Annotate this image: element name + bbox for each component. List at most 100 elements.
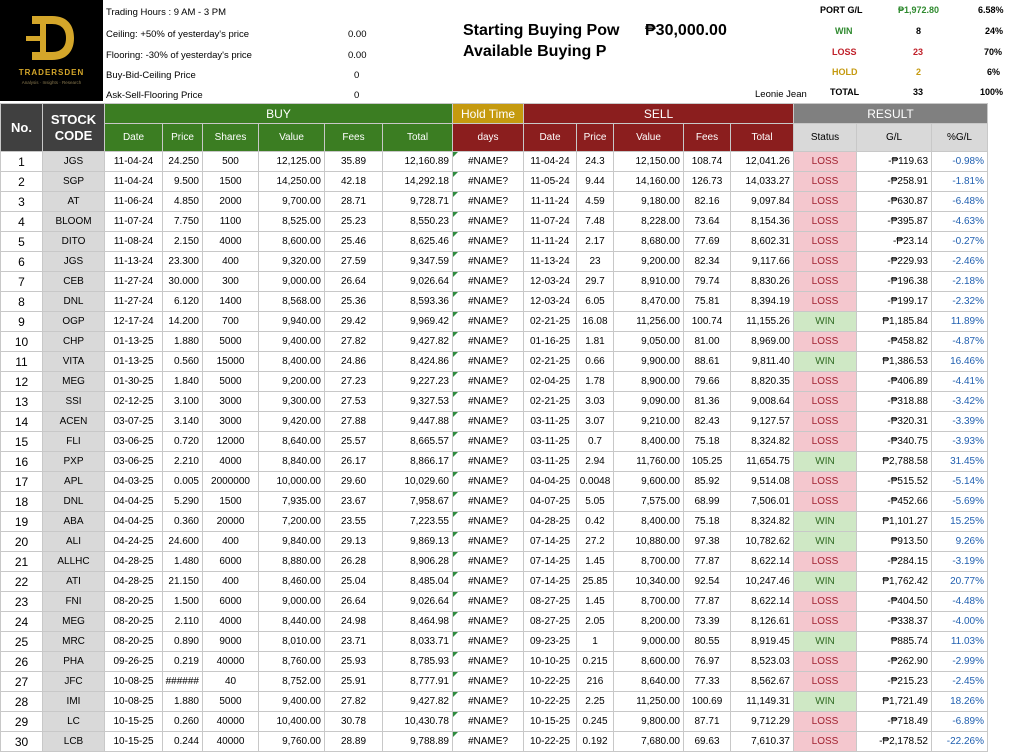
buy-fees[interactable]: 26.28 xyxy=(324,551,383,572)
buy-date[interactable]: 08-20-25 xyxy=(104,611,163,632)
gl-value[interactable]: -₱262.90 xyxy=(856,651,932,672)
buy-price[interactable]: 9.500 xyxy=(162,171,203,192)
sell-date[interactable]: 07-14-25 xyxy=(523,531,577,552)
status-badge[interactable]: WIN xyxy=(793,631,857,652)
sell-total[interactable]: 8,324.82 xyxy=(730,431,794,452)
pct-gl-value[interactable]: -3.42% xyxy=(931,391,988,412)
stock-code[interactable]: JFC xyxy=(42,671,105,692)
buy-shares[interactable]: 6000 xyxy=(202,551,259,572)
hold-days[interactable]: #NAME? xyxy=(452,471,524,492)
stock-code[interactable]: MRC xyxy=(42,631,105,652)
sell-price[interactable]: 0.215 xyxy=(576,651,614,672)
status-badge[interactable]: LOSS xyxy=(793,491,857,512)
pct-gl-value[interactable]: -5.69% xyxy=(931,491,988,512)
buy-total[interactable]: 8,777.91 xyxy=(382,671,453,692)
row-number[interactable]: 28 xyxy=(0,691,43,712)
buy-date[interactable]: 11-08-24 xyxy=(104,231,163,252)
sell-date[interactable]: 08-27-25 xyxy=(523,611,577,632)
buy-shares[interactable]: 40000 xyxy=(202,711,259,732)
buy-date[interactable]: 09-26-25 xyxy=(104,651,163,672)
buy-shares[interactable]: 9000 xyxy=(202,631,259,652)
sell-date[interactable]: 09-23-25 xyxy=(523,631,577,652)
sell-fees[interactable]: 75.81 xyxy=(683,291,731,312)
sell-price[interactable]: 24.3 xyxy=(576,151,614,172)
buy-shares[interactable]: 1400 xyxy=(202,291,259,312)
buy-total[interactable]: 7,223.55 xyxy=(382,511,453,532)
hold-days[interactable]: #NAME? xyxy=(452,171,524,192)
buy-date[interactable]: 11-04-24 xyxy=(104,151,163,172)
buy-fees[interactable]: 24.86 xyxy=(324,351,383,372)
sell-total[interactable]: 8,126.61 xyxy=(730,611,794,632)
sell-date[interactable]: 12-03-24 xyxy=(523,271,577,292)
sell-value[interactable]: 8,900.00 xyxy=(613,371,684,392)
buy-price[interactable]: 4.850 xyxy=(162,191,203,212)
buy-total[interactable]: 8,906.28 xyxy=(382,551,453,572)
buy-date[interactable]: 04-03-25 xyxy=(104,471,163,492)
row-number[interactable]: 24 xyxy=(0,611,43,632)
sell-fees[interactable]: 81.00 xyxy=(683,331,731,352)
status-badge[interactable]: WIN xyxy=(793,531,857,552)
gl-value[interactable]: -₱515.52 xyxy=(856,471,932,492)
buy-fees[interactable]: 27.59 xyxy=(324,251,383,272)
stock-code[interactable]: DITO xyxy=(42,231,105,252)
pct-gl-value[interactable]: 9.26% xyxy=(931,531,988,552)
buy-value[interactable]: 8,010.00 xyxy=(258,631,325,652)
row-number[interactable]: 27 xyxy=(0,671,43,692)
status-badge[interactable]: LOSS xyxy=(793,191,857,212)
buy-shares[interactable]: 2000 xyxy=(202,191,259,212)
sell-value[interactable]: 9,050.00 xyxy=(613,331,684,352)
pct-gl-value[interactable]: -2.46% xyxy=(931,251,988,272)
sell-date[interactable]: 03-11-25 xyxy=(523,451,577,472)
hold-days[interactable]: #NAME? xyxy=(452,611,524,632)
buy-total[interactable]: 8,866.17 xyxy=(382,451,453,472)
gl-value[interactable]: -₱284.15 xyxy=(856,551,932,572)
hold-days[interactable]: #NAME? xyxy=(452,291,524,312)
buy-price[interactable]: 0.720 xyxy=(162,431,203,452)
stock-code[interactable]: PHA xyxy=(42,651,105,672)
buy-date[interactable]: 11-04-24 xyxy=(104,171,163,192)
gl-value[interactable]: -₱320.31 xyxy=(856,411,932,432)
sell-value[interactable]: 8,200.00 xyxy=(613,611,684,632)
sell-fees[interactable]: 73.39 xyxy=(683,611,731,632)
pct-gl-value[interactable]: 16.46% xyxy=(931,351,988,372)
row-number[interactable]: 23 xyxy=(0,591,43,612)
gl-value[interactable]: ₱1,386.53 xyxy=(856,351,932,372)
buy-date[interactable]: 08-20-25 xyxy=(104,631,163,652)
sell-price[interactable]: 16.08 xyxy=(576,311,614,332)
status-badge[interactable]: LOSS xyxy=(793,731,857,752)
row-number[interactable]: 16 xyxy=(0,451,43,472)
buy-shares[interactable]: 40000 xyxy=(202,651,259,672)
sell-date[interactable]: 11-07-24 xyxy=(523,211,577,232)
sell-price[interactable]: 1.81 xyxy=(576,331,614,352)
sell-total[interactable]: 8,622.14 xyxy=(730,551,794,572)
pct-gl-value[interactable]: -22.26% xyxy=(931,731,988,752)
buy-fees[interactable]: 29.13 xyxy=(324,531,383,552)
sell-total[interactable]: 12,041.26 xyxy=(730,151,794,172)
buy-value[interactable]: 9,760.00 xyxy=(258,731,325,752)
buy-date[interactable]: 04-04-25 xyxy=(104,511,163,532)
row-number[interactable]: 22 xyxy=(0,571,43,592)
hold-days[interactable]: #NAME? xyxy=(452,651,524,672)
buy-fees[interactable]: 42.18 xyxy=(324,171,383,192)
sell-price[interactable]: 0.192 xyxy=(576,731,614,752)
buy-date[interactable]: 12-17-24 xyxy=(104,311,163,332)
sell-fees[interactable]: 97.38 xyxy=(683,531,731,552)
buy-value[interactable]: 8,760.00 xyxy=(258,651,325,672)
sell-price[interactable]: 1.45 xyxy=(576,591,614,612)
buy-total[interactable]: 14,292.18 xyxy=(382,171,453,192)
buy-total[interactable]: 12,160.89 xyxy=(382,151,453,172)
buy-date[interactable]: 04-04-25 xyxy=(104,491,163,512)
status-badge[interactable]: WIN xyxy=(793,351,857,372)
buy-value[interactable]: 8,460.00 xyxy=(258,571,325,592)
sell-date[interactable]: 10-22-25 xyxy=(523,691,577,712)
pct-gl-value[interactable]: 31.45% xyxy=(931,451,988,472)
buy-fees[interactable]: 25.93 xyxy=(324,651,383,672)
gl-value[interactable]: -₱196.38 xyxy=(856,271,932,292)
row-number[interactable]: 6 xyxy=(0,251,43,272)
sell-fees[interactable]: 105.25 xyxy=(683,451,731,472)
sell-fees[interactable]: 81.36 xyxy=(683,391,731,412)
buy-shares[interactable]: 5000 xyxy=(202,331,259,352)
gl-value[interactable]: -₱718.49 xyxy=(856,711,932,732)
buy-fees[interactable]: 27.88 xyxy=(324,411,383,432)
buy-price[interactable]: ###### xyxy=(162,671,203,692)
